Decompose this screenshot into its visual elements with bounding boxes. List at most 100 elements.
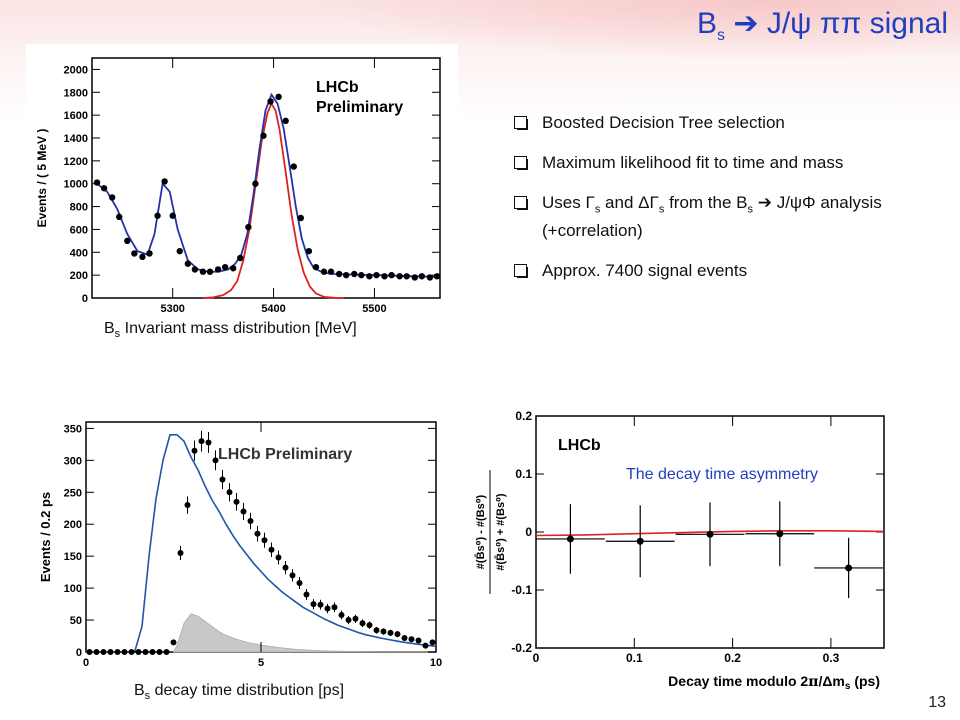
y-tick-label: 1800 [64, 87, 88, 99]
y-tick-label: 0.2 [515, 409, 532, 423]
data-point [169, 212, 176, 219]
data-point [268, 546, 275, 553]
data-point [845, 564, 853, 572]
y-tick-label: 0.1 [515, 467, 532, 481]
data-point [191, 447, 198, 454]
data-point [184, 260, 192, 267]
data-point [275, 554, 282, 561]
data-point [199, 268, 207, 275]
signal-fit-line [202, 101, 345, 299]
asymmetry-overlay-label: The decay time asymmetry [626, 466, 818, 483]
time-chart: 0 50 100 150 200 250 300 350 0 5 10 Events / 0.2 ps… [38, 421, 442, 669]
data-point [303, 591, 310, 598]
bullet-signal-count: Approx. 7400 signal events [514, 260, 934, 282]
data-point [331, 604, 338, 611]
data-point [100, 185, 108, 192]
data-point [290, 163, 297, 170]
data-point [260, 132, 267, 139]
y-tick-label: 600 [70, 224, 88, 236]
data-point [131, 250, 138, 257]
data-point [388, 271, 395, 279]
data-point [373, 627, 380, 634]
data-point [636, 537, 644, 545]
data-point [124, 237, 131, 245]
arrow-icon: ➔ [733, 7, 759, 40]
data-point [212, 457, 219, 464]
data-point [114, 649, 121, 655]
data-point [317, 601, 324, 608]
data-point [429, 639, 436, 646]
checkbox-icon [514, 156, 528, 170]
data-point [267, 98, 274, 105]
data-point [261, 537, 268, 544]
data-point [233, 498, 240, 505]
x-tick-label: 0.3 [823, 651, 840, 665]
data-point [566, 535, 574, 543]
data-point [240, 508, 247, 515]
y-tick-label: 1200 [64, 156, 88, 168]
data-point [305, 247, 313, 255]
time-caption: Bs decay time distribution [ps] [134, 682, 345, 703]
data-point [381, 273, 388, 280]
annotation-lhcb: LHCb [316, 79, 359, 96]
slide-title: Bs ➔ J/ψ ππ signal [696, 7, 948, 44]
data-point [252, 180, 259, 187]
data-point [86, 649, 93, 655]
data-point [149, 649, 156, 655]
x-tick-label: 0 [83, 657, 89, 669]
checkbox-icon [514, 196, 528, 210]
data-point [327, 268, 335, 275]
total-fit-line [86, 434, 437, 653]
data-point [297, 214, 304, 222]
y-axis-label: Events / 0.2 ps [38, 492, 53, 582]
annotation-lhcb: LHCb [558, 437, 601, 454]
data-point [396, 273, 403, 280]
asym-panel: -0.2 -0.1 0 0.1 0.2 0 0.1 0.2 0.3 #(B̄s⁰) - #(Bs⁰… [466, 400, 896, 704]
data-point [139, 253, 146, 261]
data-point [310, 601, 317, 608]
data-point [706, 530, 714, 538]
y-tick-label: -0.1 [511, 583, 532, 597]
y-tick-label: 1400 [64, 133, 88, 145]
data-point [387, 629, 394, 636]
annotation-preliminary: Preliminary [316, 99, 403, 116]
y-axis-label-numerator: #(B̄s⁰) - #(Bs⁰) [475, 494, 487, 569]
data-point [359, 620, 366, 627]
y-tick-label: 800 [70, 202, 88, 214]
data-point [401, 634, 408, 641]
y-tick-label: 0 [76, 647, 82, 659]
data-point [116, 213, 123, 221]
y-axis-label-denominator: #(B̄s⁰) + #(Bs⁰) [495, 493, 507, 571]
data-point [312, 263, 320, 271]
data-point [184, 502, 191, 509]
data-point [320, 268, 328, 275]
data-point [342, 271, 350, 279]
asym-chart: -0.2 -0.1 0 0.1 0.2 0 0.1 0.2 0.3 #(B̄s⁰) - #(Bs⁰… [475, 409, 885, 692]
data-point [191, 266, 199, 273]
annotation-lhcb-preliminary: LHCb Preliminary [218, 446, 352, 463]
data-point [221, 263, 229, 271]
y-tick-label: 2000 [64, 64, 88, 76]
x-tick-label: 5400 [261, 303, 285, 315]
y-tick-label: 250 [64, 487, 82, 499]
data-point [254, 530, 261, 537]
plot-frame [91, 57, 441, 299]
x-axis-label: Decay time modulo 2π/Δms (ps) [668, 673, 880, 692]
data-point [107, 649, 114, 655]
data-point [206, 268, 214, 275]
y-tick-label: 0 [525, 525, 532, 539]
data-point [121, 649, 128, 655]
bullet-bdt: Boosted Decision Tree selection [514, 112, 934, 134]
checkbox-icon [514, 116, 528, 130]
x-tick-label: 5300 [160, 303, 184, 315]
data-point [177, 549, 184, 556]
data-point [108, 194, 116, 201]
data-point [426, 274, 434, 281]
data-point [226, 489, 233, 496]
data-point [146, 250, 153, 257]
data-point [352, 615, 359, 622]
data-point [408, 636, 415, 643]
x-tick-label: 5 [258, 657, 264, 669]
mass-chart: 0 200 400 600 800 1000 1200 1400 1600 1800 2000 530… [35, 57, 441, 315]
data-point [418, 273, 426, 280]
